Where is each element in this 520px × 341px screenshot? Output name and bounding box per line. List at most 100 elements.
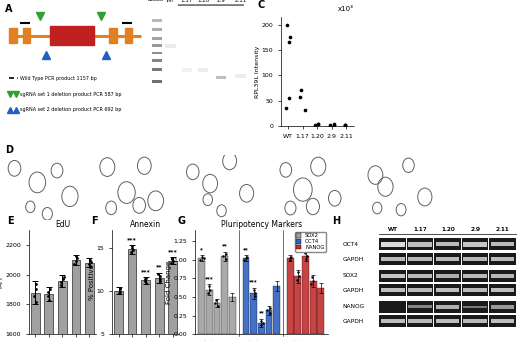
Point <box>284 95 293 101</box>
Point <box>196 257 204 263</box>
Bar <box>489 284 516 296</box>
Point <box>128 243 136 249</box>
Text: WT: WT <box>76 161 89 166</box>
Bar <box>408 257 432 261</box>
Point <box>70 261 79 267</box>
Text: 1.20: 1.20 <box>294 340 306 341</box>
Bar <box>109 28 117 43</box>
Point <box>301 250 309 256</box>
Bar <box>274 286 280 334</box>
Point <box>307 282 316 287</box>
Bar <box>436 305 459 309</box>
Text: WT: WT <box>166 0 175 3</box>
Text: sgRNA set 1 deletion product PCR 587 bp: sgRNA set 1 deletion product PCR 587 bp <box>20 91 122 97</box>
Point <box>198 254 206 260</box>
Point <box>59 276 67 282</box>
Text: 2.9: 2.9 <box>260 340 269 341</box>
Bar <box>165 44 176 48</box>
Y-axis label: RPL39L Intensity: RPL39L Intensity <box>255 45 260 98</box>
Text: WT: WT <box>281 340 290 341</box>
Text: 1.17: 1.17 <box>414 227 427 232</box>
Bar <box>436 257 459 261</box>
Point <box>72 259 80 264</box>
Bar <box>381 320 405 324</box>
Point <box>242 256 251 261</box>
Point <box>115 287 124 292</box>
Bar <box>72 260 80 341</box>
Text: C: C <box>257 0 265 10</box>
Bar <box>407 270 434 282</box>
Text: D: D <box>5 145 13 155</box>
Point <box>251 294 259 299</box>
Bar <box>434 301 461 313</box>
Point <box>303 253 311 259</box>
Text: **: ** <box>156 264 162 269</box>
Bar <box>58 281 67 341</box>
Bar <box>436 242 459 247</box>
Point <box>219 253 227 259</box>
Bar <box>380 284 406 296</box>
Point <box>32 282 41 287</box>
Text: *: * <box>200 247 203 252</box>
Text: 1.20: 1.20 <box>197 0 209 3</box>
Point <box>115 291 123 296</box>
Point <box>285 40 293 45</box>
Text: Wild Type PCR product 1157 bp: Wild Type PCR product 1157 bp <box>20 76 97 81</box>
Bar <box>380 301 406 313</box>
Bar <box>407 315 434 327</box>
Bar <box>463 242 487 247</box>
Bar <box>198 258 205 334</box>
Point <box>297 87 305 92</box>
Bar <box>31 293 40 341</box>
Point <box>199 256 207 261</box>
Point <box>294 269 303 275</box>
Text: sgRNA set 2 deletion product PCR 692 bp: sgRNA set 2 deletion product PCR 692 bp <box>20 107 121 112</box>
Point <box>308 278 317 283</box>
Bar <box>407 238 434 250</box>
Text: **: ** <box>258 311 264 316</box>
Bar <box>407 284 434 296</box>
Text: ***: *** <box>141 269 150 274</box>
Bar <box>408 306 432 308</box>
Bar <box>490 305 514 309</box>
Point <box>257 318 265 324</box>
Point <box>329 122 337 128</box>
Point <box>60 274 68 279</box>
Bar <box>380 315 406 327</box>
Point <box>341 122 349 128</box>
Bar <box>463 306 487 308</box>
Text: 2.11: 2.11 <box>309 340 321 341</box>
Bar <box>489 253 516 265</box>
Point <box>32 299 41 305</box>
Text: 2.11: 2.11 <box>496 227 510 232</box>
Text: ***: *** <box>205 276 214 281</box>
Text: GAPDH: GAPDH <box>342 288 363 293</box>
Text: x10³: x10³ <box>337 5 354 12</box>
Bar <box>318 288 324 334</box>
Point <box>314 121 322 127</box>
Bar <box>463 257 487 261</box>
Text: WT: WT <box>388 227 398 232</box>
Text: 1.20: 1.20 <box>441 227 455 232</box>
Title: Annexin: Annexin <box>130 220 161 229</box>
Bar <box>408 320 432 324</box>
Point <box>156 279 164 284</box>
Point <box>285 257 294 263</box>
Point <box>240 257 248 263</box>
Point <box>283 22 292 27</box>
Bar <box>152 37 162 40</box>
Bar <box>489 238 516 250</box>
Point <box>44 289 52 295</box>
Text: 2.9: 2.9 <box>471 227 480 232</box>
Bar <box>434 284 461 296</box>
Point <box>330 121 339 127</box>
Point <box>214 303 223 308</box>
Bar <box>214 303 220 334</box>
Point <box>32 286 40 292</box>
Bar <box>489 315 516 327</box>
Point <box>86 264 94 269</box>
Bar <box>206 290 213 334</box>
Bar <box>408 274 432 278</box>
Text: G: G <box>178 216 186 226</box>
Point <box>170 258 178 264</box>
